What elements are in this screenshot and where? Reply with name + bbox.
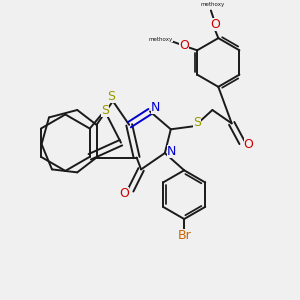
Text: S: S bbox=[193, 116, 201, 129]
Text: O: O bbox=[179, 39, 189, 52]
Text: O: O bbox=[119, 187, 129, 200]
Text: S: S bbox=[100, 103, 109, 117]
Text: methoxy: methoxy bbox=[200, 2, 224, 7]
Text: S: S bbox=[107, 90, 116, 103]
Text: N: N bbox=[167, 145, 176, 158]
Text: methoxy: methoxy bbox=[148, 37, 173, 41]
Text: N: N bbox=[151, 101, 160, 114]
Text: O: O bbox=[210, 18, 220, 31]
Text: O: O bbox=[244, 138, 254, 151]
Text: Br: Br bbox=[177, 229, 191, 242]
